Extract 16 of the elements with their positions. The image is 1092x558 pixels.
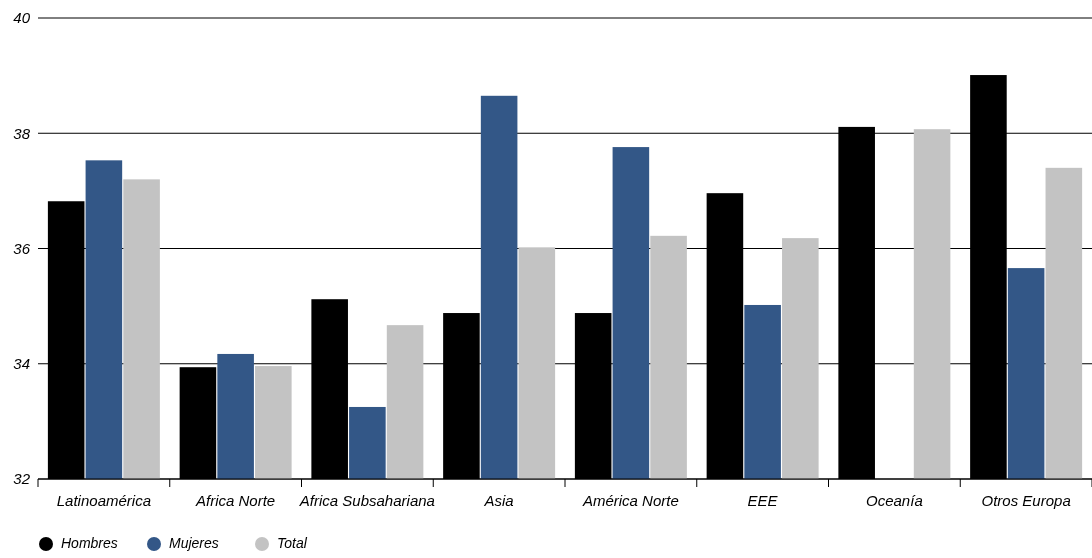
y-tick-label: 32 — [13, 470, 31, 488]
x-tick-label: Africa Subsahariana — [298, 492, 435, 509]
x-tick-label: Asia — [483, 492, 514, 509]
y-tick-label: 34 — [13, 355, 30, 372]
legend-label: Mujeres — [169, 535, 219, 551]
legend-label: Hombres — [61, 535, 118, 551]
y-tick-label: 40 — [13, 9, 31, 27]
x-tick-label: EEE — [747, 492, 779, 509]
y-tick-label: 36 — [13, 239, 31, 257]
y-tick-label: 38 — [13, 124, 31, 142]
x-tick-label: Africa Norte — [195, 492, 276, 509]
x-tick-label: Latinoamérica — [56, 492, 151, 509]
x-tick-label: América Norte — [581, 492, 679, 509]
x-tick-label: Otros Europa — [981, 492, 1071, 509]
x-tick-label: Oceanía — [866, 492, 923, 509]
legend-label: Total — [277, 535, 308, 551]
